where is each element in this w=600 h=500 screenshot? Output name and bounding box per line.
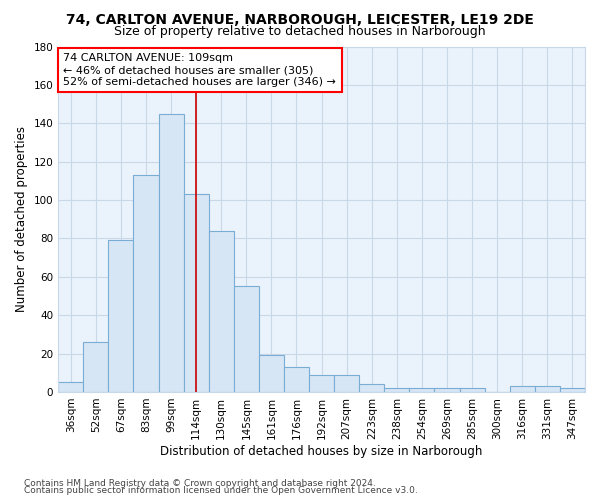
Bar (109, 240, 133, 392)
Bar (560, 388, 585, 392)
Bar (510, 386, 535, 392)
Bar (334, 374, 359, 392)
Bar (409, 388, 434, 392)
Bar (535, 386, 560, 392)
Bar (234, 286, 259, 392)
Text: Contains public sector information licensed under the Open Government Licence v3: Contains public sector information licen… (24, 486, 418, 495)
Bar (309, 374, 334, 392)
Bar (460, 388, 485, 392)
X-axis label: Distribution of detached houses by size in Narborough: Distribution of detached houses by size … (160, 444, 483, 458)
Bar (58, 382, 83, 392)
Text: 74, CARLTON AVENUE, NARBOROUGH, LEICESTER, LE19 2DE: 74, CARLTON AVENUE, NARBOROUGH, LEICESTE… (66, 12, 534, 26)
Bar (133, 175, 158, 392)
Bar (284, 367, 309, 392)
Bar (259, 356, 284, 392)
Text: Size of property relative to detached houses in Narborough: Size of property relative to detached ho… (114, 25, 486, 38)
Bar (184, 194, 209, 392)
Bar (359, 384, 385, 392)
Bar (158, 114, 184, 392)
Bar (385, 388, 409, 392)
Text: 74 CARLTON AVENUE: 109sqm
← 46% of detached houses are smaller (305)
52% of semi: 74 CARLTON AVENUE: 109sqm ← 46% of detac… (64, 54, 337, 86)
Bar (209, 230, 234, 392)
Y-axis label: Number of detached properties: Number of detached properties (15, 126, 28, 312)
Bar (83, 342, 109, 392)
Bar (434, 388, 460, 392)
Text: Contains HM Land Registry data © Crown copyright and database right 2024.: Contains HM Land Registry data © Crown c… (24, 478, 376, 488)
